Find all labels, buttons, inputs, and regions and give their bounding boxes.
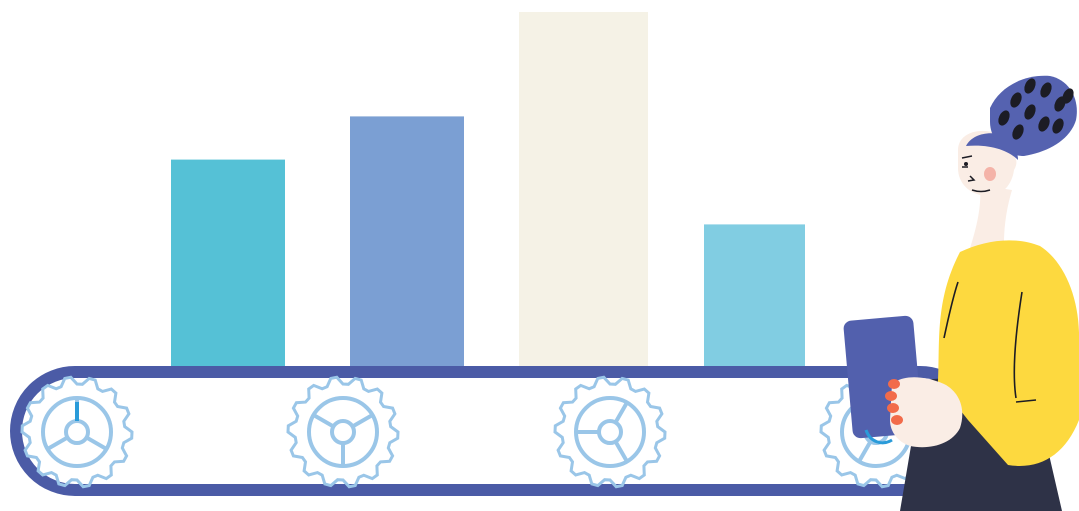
hair-dot <box>1024 78 1036 94</box>
hair-dot <box>1012 124 1024 140</box>
bar-4 <box>704 224 805 372</box>
hair-dot <box>1024 104 1036 120</box>
fingernail <box>888 379 900 389</box>
ear <box>1006 155 1017 173</box>
hair-dot <box>1052 118 1064 134</box>
hand <box>890 377 963 448</box>
gear-1 <box>20 375 134 489</box>
bar-1 <box>171 159 285 372</box>
gear-2 <box>286 375 400 489</box>
bar-3 <box>519 12 648 372</box>
fingernail <box>885 391 897 401</box>
hair-dots <box>998 78 1074 140</box>
fingernails <box>885 379 903 425</box>
hair-dot <box>1010 92 1022 108</box>
shirt <box>938 240 1079 466</box>
bar-group <box>171 12 805 373</box>
cheek <box>984 167 996 181</box>
hair-dot <box>1062 88 1074 104</box>
conveyor-belt <box>10 366 985 496</box>
shirt-fold-lines <box>943 281 1037 403</box>
fingernail <box>887 403 899 413</box>
belt-outline <box>10 366 985 496</box>
woman-figure <box>843 75 1079 511</box>
gear-accent-hidden <box>864 429 893 445</box>
bar-2 <box>350 116 464 373</box>
face-lines <box>961 155 991 193</box>
hair-dot <box>998 110 1010 126</box>
fingernail <box>891 415 903 425</box>
eye <box>964 162 968 166</box>
gear-3 <box>553 375 667 489</box>
hair-dot <box>1040 82 1052 98</box>
hair-dot <box>1038 116 1050 132</box>
